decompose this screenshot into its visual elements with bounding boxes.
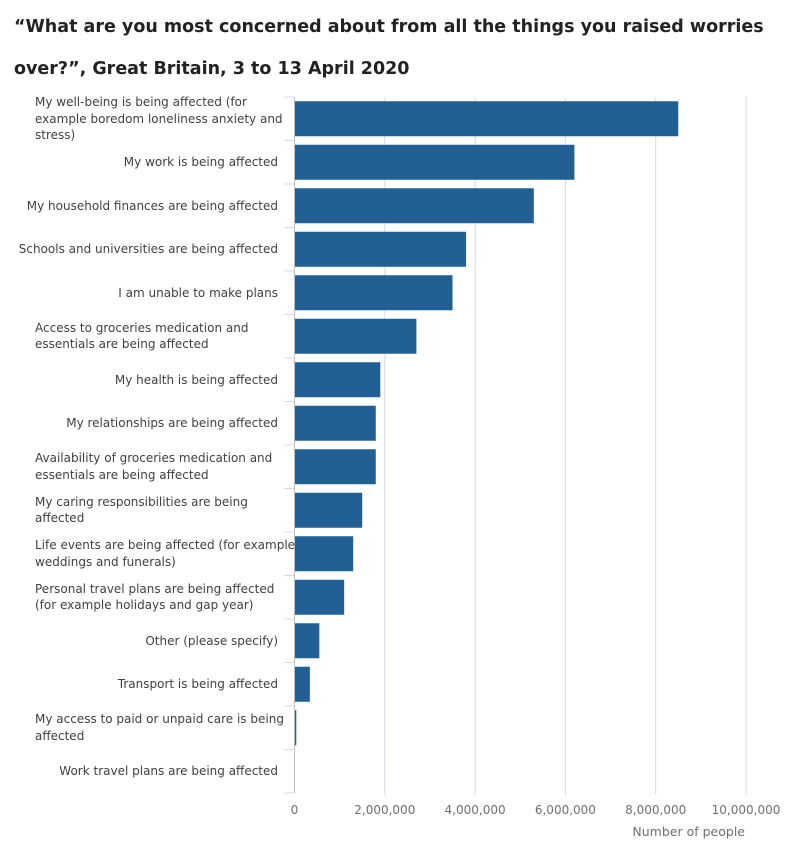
y-tick-label: Work travel plans are being affected bbox=[59, 763, 278, 780]
x-tick-label: 4,000,000 bbox=[445, 803, 506, 817]
y-tick-label-line: (for example holidays and gap year) bbox=[35, 598, 254, 613]
y-tick-label-line: Availability of groceries medication and bbox=[35, 451, 273, 466]
y-tick-label-line: stress) bbox=[35, 128, 76, 142]
x-axis-tick-labels: 0 2,000,000 4,000,000 6,000,000 8,000,000 10,… bbox=[291, 803, 781, 817]
bar bbox=[294, 101, 679, 137]
bar bbox=[294, 623, 320, 659]
y-tick-label-line: essentials are being affected bbox=[35, 337, 209, 352]
y-tick-label-line: Schools and universities are being affec… bbox=[18, 242, 278, 256]
y-tick-label-line: weddings and funerals) bbox=[35, 554, 176, 569]
x-tick-label: 6,000,000 bbox=[535, 803, 596, 817]
bar bbox=[294, 710, 297, 746]
y-tick-label-line: Life events are being affected (for exam… bbox=[35, 538, 296, 553]
bar bbox=[294, 492, 363, 528]
x-axis-label: Number of people bbox=[632, 824, 745, 839]
bar bbox=[294, 188, 534, 224]
y-tick-label: My well-being is being affected (for exam… bbox=[35, 94, 283, 144]
chart-title: “What are you most concerned about from … bbox=[14, 17, 764, 79]
y-tick-label-line: My caring responsibilities are being bbox=[35, 494, 248, 509]
bar bbox=[294, 666, 310, 702]
y-tick-label: My work is being affected bbox=[124, 154, 278, 171]
y-tick-label-line: I am unable to make plans bbox=[118, 285, 278, 300]
y-tick-label: Transport is being affected bbox=[118, 676, 278, 693]
y-tick-label-line: example boredom loneliness anxiety and bbox=[35, 111, 283, 126]
x-tick-label: 2,000,000 bbox=[354, 803, 415, 817]
y-tick-label-line: Other (please specify) bbox=[145, 633, 278, 648]
y-tick-label-line: essentials are being affected bbox=[35, 467, 209, 482]
y-tick-label-line: Transport is being affected bbox=[117, 677, 278, 691]
y-tick-label: My access to paid or unpaid care is bein… bbox=[35, 711, 284, 744]
y-tick-label-line: Personal travel plans are being affected bbox=[35, 581, 275, 596]
bar bbox=[294, 579, 345, 615]
bar bbox=[294, 449, 376, 485]
y-tick-label-line: My well-being is being affected (for bbox=[35, 95, 247, 109]
bar bbox=[294, 405, 376, 441]
y-tick-label-line: My relationships are being affected bbox=[66, 416, 278, 430]
y-tick-label: Other (please specify) bbox=[145, 633, 278, 650]
bar bbox=[294, 231, 467, 267]
bars bbox=[294, 101, 679, 746]
y-tick-label-line: My access to paid or unpaid care is bein… bbox=[35, 712, 284, 727]
y-tick-label: I am unable to make plans bbox=[118, 285, 278, 302]
category-tick-marks bbox=[284, 96, 295, 794]
x-tick-label: 0 bbox=[291, 803, 299, 817]
y-tick-label-line: My work is being affected bbox=[123, 155, 278, 169]
bar bbox=[294, 318, 417, 354]
y-tick-label: My caring responsibilities are being affe… bbox=[35, 494, 278, 527]
y-tick-label-line: My household finances are being affected bbox=[26, 198, 278, 213]
y-tick-label: My relationships are being affected bbox=[66, 415, 278, 432]
y-tick-label: Personal travel plans are being affected… bbox=[35, 581, 278, 614]
y-tick-label: Access to groceries medication and essent… bbox=[35, 320, 278, 353]
y-tick-label-line: My health is being affected bbox=[114, 372, 278, 387]
bar bbox=[294, 536, 354, 572]
bar bbox=[294, 362, 381, 398]
y-tick-label: Life events are being affected (for exam… bbox=[35, 537, 296, 570]
y-tick-label-line: Access to groceries medication and bbox=[35, 320, 249, 335]
y-tick-label: Schools and universities are being affec… bbox=[19, 241, 278, 258]
y-tick-label-line: Work travel plans are being affected bbox=[59, 764, 278, 778]
y-tick-label-line: affected bbox=[35, 511, 85, 526]
x-tick-label: 8,000,000 bbox=[625, 803, 686, 817]
bar bbox=[294, 144, 575, 180]
bar bbox=[294, 275, 453, 311]
y-tick-label: My health is being affected bbox=[115, 372, 278, 389]
y-tick-label: Availability of groceries medication and… bbox=[35, 450, 278, 483]
x-tick-label: 10,000,000 bbox=[712, 803, 781, 817]
y-tick-label: My household finances are being affected bbox=[27, 198, 278, 215]
y-tick-label-line: affected bbox=[35, 728, 85, 743]
